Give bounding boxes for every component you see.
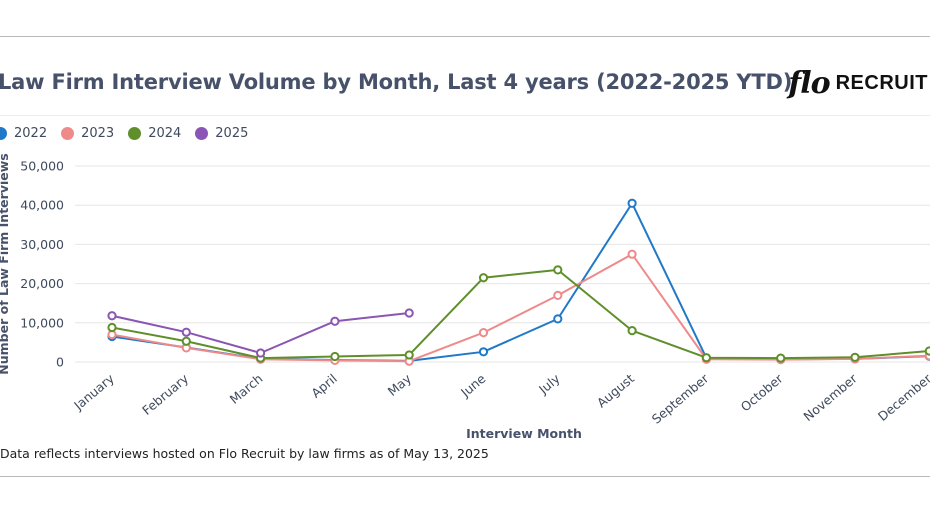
chart-title: Law Firm Interview Volume by Month, Last… xyxy=(0,70,793,94)
bottom-divider xyxy=(0,476,930,477)
x-tick-label: March xyxy=(227,371,266,407)
series-line-2022 xyxy=(111,202,930,362)
legend-item-2022[interactable]: 2022 xyxy=(0,126,47,141)
data-point-2024-october xyxy=(776,353,786,363)
data-point-2025-march xyxy=(256,348,266,358)
data-point-2024-may xyxy=(404,350,414,360)
series-line-2024 xyxy=(111,268,930,360)
legend-label: 2024 xyxy=(148,126,182,141)
x-tick-label: December xyxy=(875,370,930,424)
x-tick-label: January xyxy=(70,370,117,413)
y-tick-label: 0 xyxy=(56,355,64,370)
data-point-2024-april xyxy=(330,351,340,362)
data-point-2024-august xyxy=(627,326,637,336)
y-tick-label: 40,000 xyxy=(20,198,64,213)
chart-legend: 2022 2023 2024 2025 xyxy=(0,126,262,141)
x-tick-label: November xyxy=(800,370,860,424)
data-point-2025-february xyxy=(181,327,191,337)
legend-swatch xyxy=(0,127,7,140)
x-axis-label: Interview Month xyxy=(466,426,582,441)
data-point-2024-september xyxy=(701,353,712,363)
logo-word-text: RECRUIT xyxy=(835,71,928,94)
footnote: Data reflects interviews hosted on Flo R… xyxy=(0,446,489,461)
y-tick-label: 50,000 xyxy=(20,159,64,174)
y-tick-label: 30,000 xyxy=(20,237,64,252)
legend-swatch xyxy=(61,127,75,140)
x-tick-label: July xyxy=(535,370,563,397)
y-tick-label: 10,000 xyxy=(20,315,64,330)
data-point-2022-june xyxy=(478,347,489,357)
data-point-2022-august xyxy=(627,198,637,208)
legend-label: 2023 xyxy=(81,126,115,141)
x-tick-label: October xyxy=(738,370,787,414)
x-tick-label: September xyxy=(649,370,712,426)
x-tick-label: February xyxy=(139,370,192,417)
series-line-2023 xyxy=(111,253,930,363)
legend-item-2023[interactable]: 2023 xyxy=(61,126,114,141)
legend-swatch xyxy=(195,127,209,140)
x-tick-label: June xyxy=(457,371,488,401)
legend-label: 2025 xyxy=(215,126,249,141)
data-point-2022-july xyxy=(553,314,563,324)
data-point-2024-december xyxy=(924,346,930,356)
legend-item-2025[interactable]: 2025 xyxy=(195,126,248,141)
data-point-2024-june xyxy=(478,273,489,283)
data-point-2024-february xyxy=(181,336,191,346)
flo-recruit-logo: flo RECRUIT xyxy=(788,65,928,101)
logo-script-text: flo xyxy=(788,65,830,101)
legend-item-2024[interactable]: 2024 xyxy=(128,126,181,141)
data-point-2025-may xyxy=(404,308,414,318)
y-axis-label: Number of Law Firm Interviews xyxy=(0,153,11,374)
data-point-2025-april xyxy=(330,316,340,326)
x-tick-label: May xyxy=(385,370,415,398)
data-point-2024-november xyxy=(850,352,860,362)
data-point-2023-august xyxy=(627,249,637,259)
x-tick-label: April xyxy=(308,371,340,401)
x-tick-label: August xyxy=(594,371,637,411)
data-point-2024-july xyxy=(553,265,563,275)
series-line-2025 xyxy=(111,312,410,354)
data-point-2023-june xyxy=(478,328,489,338)
data-point-2023-july xyxy=(553,290,563,300)
legend-swatch xyxy=(128,127,142,140)
data-point-2025-january xyxy=(107,311,117,321)
y-tick-label: 20,000 xyxy=(20,276,64,291)
title-divider xyxy=(0,115,930,116)
top-divider xyxy=(0,36,930,37)
data-point-2024-january xyxy=(107,322,117,333)
legend-label: 2022 xyxy=(14,126,48,141)
